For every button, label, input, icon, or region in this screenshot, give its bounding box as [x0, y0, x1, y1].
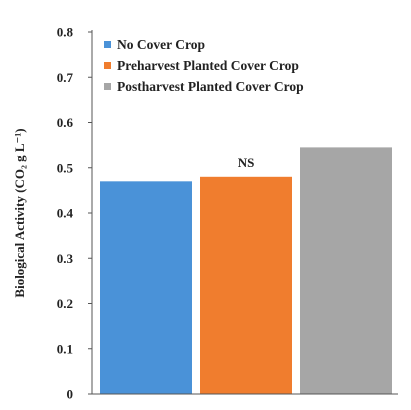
y-tick-label: 0.6	[57, 115, 74, 130]
y-tick-label: 0.1	[57, 341, 73, 356]
y-ticks-group: 0 0.1 0.2 0.3 0.4 0.5 0.6 0.7 0.8	[57, 25, 92, 402]
legend-label-2: Preharvest Planted Cover Crop	[117, 58, 299, 73]
bars-group	[100, 147, 392, 394]
legend-swatch-3	[104, 83, 111, 90]
y-tick-label: 0.4	[57, 206, 74, 221]
annotation-ns: NS	[238, 155, 255, 170]
y-tick-label: 0.3	[57, 251, 74, 266]
bar-2	[200, 176, 292, 394]
legend-label-1: No Cover Crop	[117, 37, 205, 52]
legend-swatch-2	[104, 62, 111, 69]
y-tick-label: 0.7	[57, 70, 74, 85]
y-tick-label: 0	[67, 387, 74, 402]
legend: No Cover Crop Preharvest Planted Cover Cr…	[104, 37, 304, 94]
y-tick-label: 0.5	[57, 160, 74, 175]
bar-1	[100, 181, 192, 394]
legend-swatch-1	[104, 41, 111, 48]
y-tick-label: 0.8	[57, 25, 74, 40]
bar-3	[300, 147, 392, 394]
y-tick-label: 0.2	[57, 296, 73, 311]
legend-label-3: Postharvest Planted Cover Crop	[117, 79, 304, 94]
y-axis-label: Biological Activity (CO₂ g L⁻¹)	[12, 128, 27, 297]
